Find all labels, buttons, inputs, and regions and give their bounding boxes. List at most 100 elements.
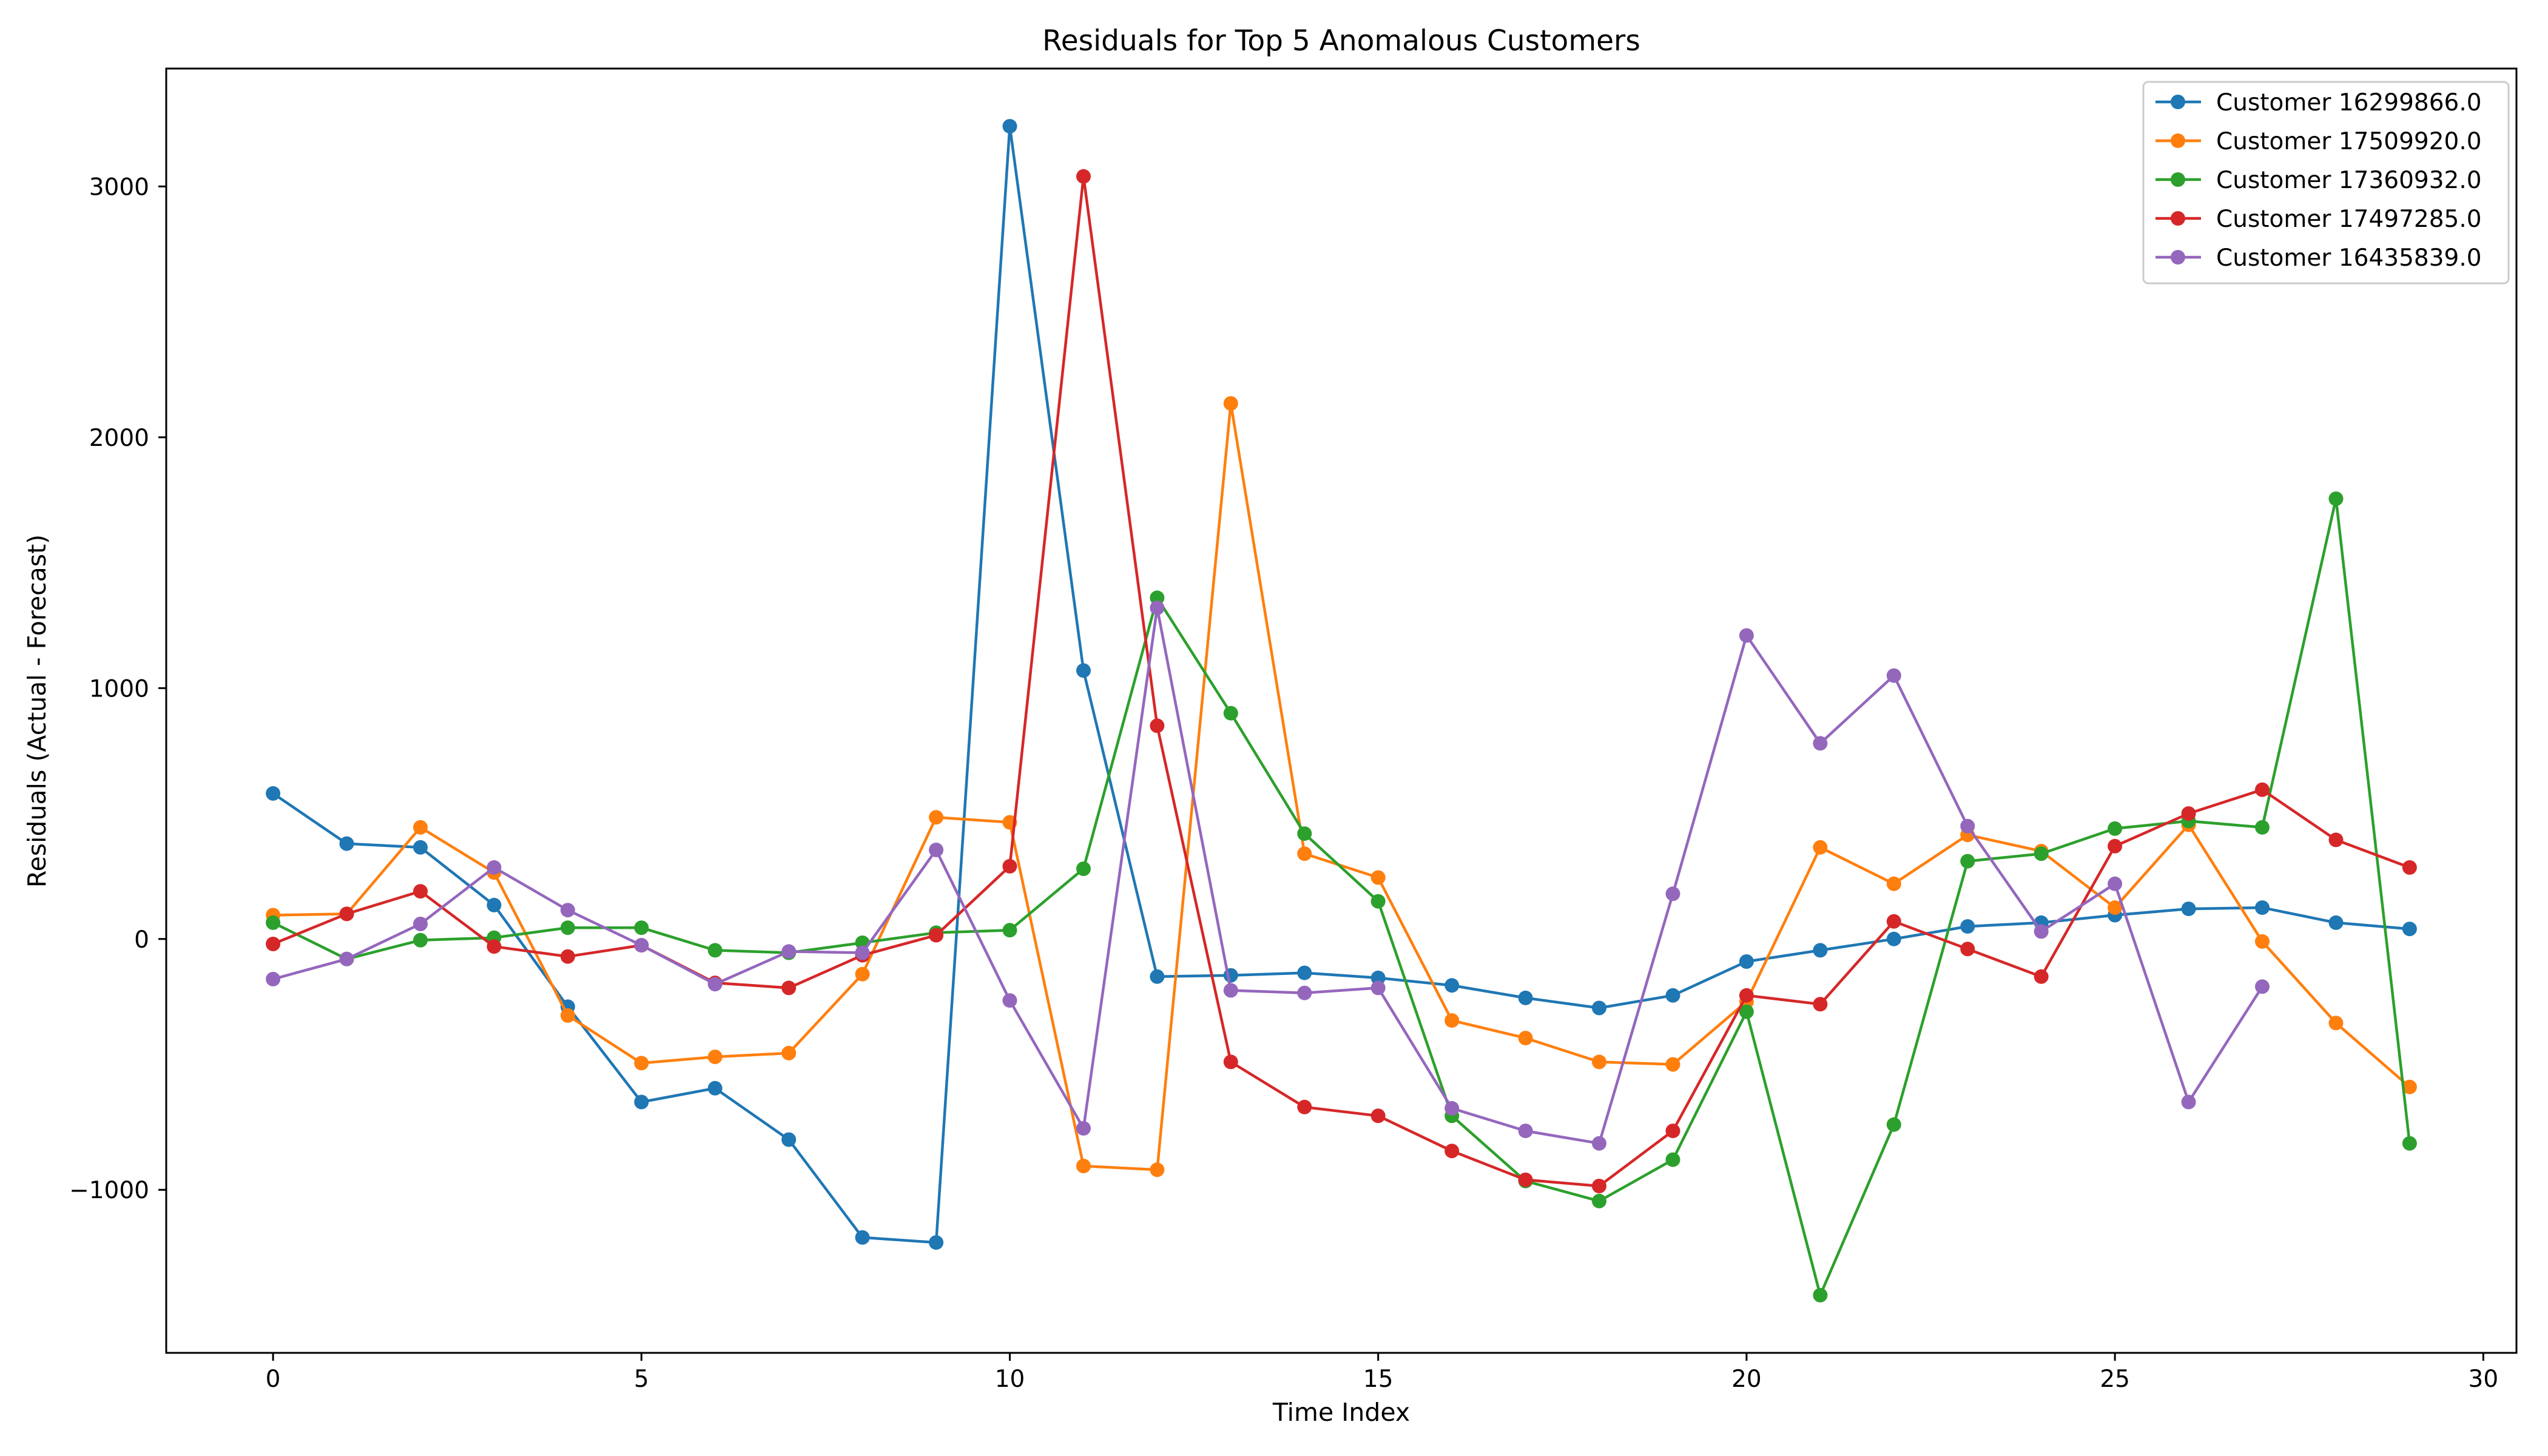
- data-point: [2402, 922, 2417, 937]
- data-point: [413, 840, 428, 855]
- data-point: [560, 903, 575, 918]
- data-point: [1960, 854, 1975, 869]
- data-point: [1813, 1287, 1828, 1303]
- legend-item: Customer 17497285.0: [2155, 206, 2482, 233]
- data-point: [2255, 900, 2270, 915]
- data-point: [2255, 934, 2270, 949]
- plot-frame: [165, 67, 2518, 1354]
- data-point: [707, 943, 723, 958]
- data-point: [1297, 846, 1312, 861]
- data-point: [1370, 980, 1386, 996]
- data-point: [781, 980, 797, 996]
- legend-label: Customer 16435839.0: [2216, 244, 2482, 272]
- data-point: [1076, 861, 1091, 876]
- x-axis: 0 5 10 15 20 25 30: [266, 1353, 2498, 1393]
- data-point: [855, 966, 870, 982]
- y-tick-label: 2000: [89, 425, 149, 452]
- legend-swatch-marker: [2171, 172, 2185, 187]
- data-point: [1076, 663, 1091, 678]
- data-point: [1370, 894, 1386, 909]
- data-point: [781, 944, 797, 959]
- data-point: [1592, 1179, 1606, 1193]
- data-point: [707, 977, 723, 992]
- data-point: [1002, 119, 1017, 134]
- data-point: [1592, 1136, 1606, 1151]
- data-point: [781, 1132, 797, 1147]
- data-point: [2328, 491, 2344, 507]
- data-point: [1297, 965, 1312, 980]
- data-point: [1739, 1004, 1754, 1019]
- data-point: [1739, 628, 1754, 643]
- data-point: [487, 897, 502, 912]
- data-point: [2181, 902, 2196, 917]
- data-point: [1370, 970, 1386, 985]
- legend-item: Customer 17509920.0: [2155, 128, 2482, 155]
- data-point: [339, 906, 354, 922]
- x-tick-label: 10: [995, 1366, 1025, 1393]
- data-point: [1370, 870, 1386, 885]
- x-tick-label: 30: [2469, 1366, 2499, 1393]
- legend-label: Customer 16299866.0: [2216, 89, 2482, 116]
- data-point: [781, 1045, 797, 1060]
- data-point: [1813, 997, 1828, 1012]
- x-tick-label: 25: [2100, 1366, 2130, 1393]
- data-point: [2255, 782, 2270, 797]
- y-tick-label: 3000: [89, 174, 149, 201]
- data-point: [560, 949, 575, 964]
- data-point: [1960, 919, 1975, 934]
- data-point: [2402, 1079, 2417, 1094]
- data-point: [707, 1080, 723, 1096]
- x-tick-label: 0: [266, 1366, 281, 1393]
- data-point: [1886, 931, 1901, 946]
- data-point: [2108, 900, 2123, 915]
- data-point: [1150, 590, 1165, 605]
- y-axis-label: Residuals (Actual - Forecast): [22, 534, 52, 888]
- data-point: [1665, 1124, 1680, 1139]
- data-point: [339, 951, 354, 966]
- data-point: [634, 1056, 649, 1071]
- data-point: [1592, 1054, 1606, 1070]
- legend: Customer 16299866.0 Customer 17509920.0 Cu…: [2142, 81, 2510, 285]
- data-point: [1076, 1159, 1091, 1173]
- data-point: [1813, 736, 1828, 751]
- data-point: [1813, 943, 1828, 958]
- data-point: [2034, 924, 2049, 939]
- data-point: [929, 1235, 944, 1250]
- data-point: [929, 810, 944, 825]
- data-point: [2181, 806, 2196, 821]
- data-point: [560, 1008, 575, 1023]
- data-point: [2108, 838, 2123, 854]
- data-point: [1886, 914, 1901, 929]
- series-line: [272, 606, 2263, 1145]
- x-tick-label: 15: [1363, 1366, 1394, 1393]
- data-point: [1150, 718, 1165, 733]
- x-tick-label: 20: [1731, 1366, 1762, 1393]
- data-point: [1076, 1121, 1091, 1136]
- data-point: [929, 843, 944, 857]
- data-point: [266, 915, 281, 930]
- data-point: [1960, 942, 1975, 957]
- data-point: [487, 939, 502, 954]
- legend-item: Customer 16299866.0: [2155, 89, 2482, 116]
- series-line: [272, 175, 2410, 1188]
- data-point: [2255, 979, 2270, 994]
- data-point: [1886, 668, 1901, 683]
- data-point: [634, 920, 649, 935]
- data-point: [1150, 969, 1165, 984]
- legend-frame: [2142, 81, 2510, 285]
- series-line: [272, 124, 2410, 1244]
- data-point: [1297, 826, 1312, 841]
- data-point: [413, 820, 428, 835]
- data-point: [1813, 840, 1828, 855]
- chart-title: Residuals for Top 5 Anomalous Customers: [1042, 24, 1640, 58]
- series-line: [272, 497, 2412, 1297]
- data-point: [1297, 1099, 1312, 1114]
- y-axis: −1000 0 1000 2000 3000: [69, 174, 166, 1204]
- data-point: [1150, 601, 1165, 615]
- data-point: [1223, 1054, 1238, 1070]
- plot-area: [165, 67, 2518, 1354]
- data-point: [413, 932, 428, 948]
- data-point: [2402, 860, 2417, 875]
- series-layer: [266, 119, 2417, 1303]
- data-point: [339, 836, 354, 851]
